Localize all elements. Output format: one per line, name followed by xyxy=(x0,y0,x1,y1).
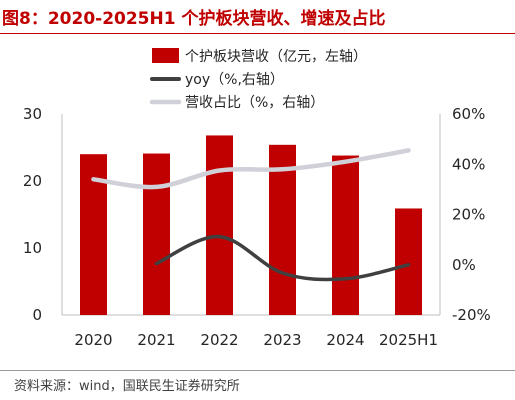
right-tick-label: 0% xyxy=(452,256,476,274)
x-tick-label: 2021 xyxy=(137,331,175,349)
title-divider xyxy=(0,33,515,34)
revenue-bar xyxy=(143,153,170,315)
left-tick-label: 20 xyxy=(23,172,42,190)
right-tick-label: -20% xyxy=(452,306,491,324)
legend-swatch-revenue xyxy=(152,48,179,63)
yoy-line xyxy=(154,234,411,282)
source-divider xyxy=(0,370,515,371)
source-note: 资料来源：wind，国联民生证券研究所 xyxy=(14,379,240,394)
revenue-bar xyxy=(269,144,296,315)
x-tick-label: 2025H1 xyxy=(379,331,438,349)
legend-label-revenue: 个护板块营收（亿元，左轴） xyxy=(185,49,367,65)
chart-title: 图8：2020-2025H1 个护板块营收、增速及占比 xyxy=(2,9,386,29)
right-tick-label: 40% xyxy=(452,155,485,173)
revenue-bar xyxy=(332,155,359,315)
left-tick-label: 10 xyxy=(23,239,42,257)
share-line xyxy=(91,148,411,190)
right-tick-label: 20% xyxy=(452,206,485,224)
left-tick-label: 30 xyxy=(23,105,42,123)
x-tick-label: 2020 xyxy=(74,331,112,349)
left-tick-label: 0 xyxy=(32,306,42,324)
legend-label-share: 营收占比（%，右轴） xyxy=(185,95,324,111)
revenue-bar xyxy=(395,208,422,315)
legend-label-yoy: yoy（%,右轴） xyxy=(185,72,284,88)
x-tick-label: 2023 xyxy=(263,331,301,349)
revenue-bar xyxy=(206,135,233,315)
right-tick-label: 60% xyxy=(452,105,485,123)
x-tick-label: 2022 xyxy=(200,331,238,349)
x-tick-label: 2024 xyxy=(326,331,364,349)
